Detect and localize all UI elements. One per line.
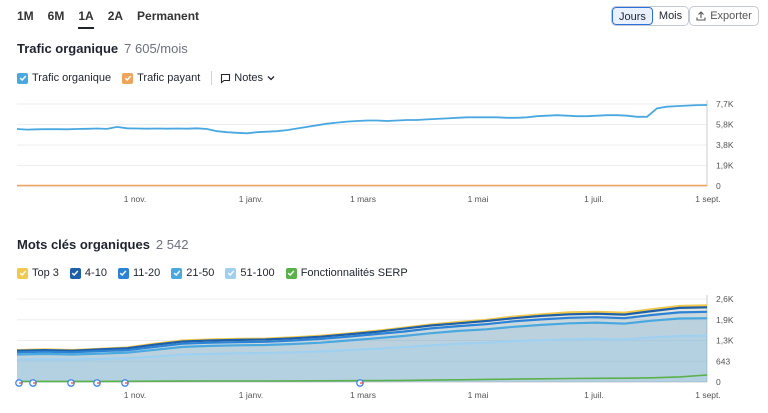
- checkbox-icon: [17, 267, 28, 279]
- area-2: [17, 311, 707, 382]
- x-tick-label: 1 nov.: [124, 390, 147, 400]
- google-icon[interactable]: [121, 379, 129, 387]
- x-tick-label: 1 nov.: [124, 194, 147, 204]
- legend-divider: [211, 71, 213, 85]
- legend-label: 4-10: [84, 267, 107, 279]
- x-tick-label: 1 mars: [350, 194, 376, 204]
- keywords-chart: 2,6K 1,9K 1,3K 643 0 1 nov. 1 janv. 1 mars 1 mai…: [15, 294, 734, 400]
- y-tick-label: 1,3K: [716, 336, 734, 346]
- legend-kw-4[interactable]: 51-100: [225, 267, 275, 279]
- checkbox-icon: [117, 267, 129, 279]
- traffic-legend: Trafic organique Trafic payant Notes: [17, 71, 279, 85]
- x-tick-label: 1 juil.: [584, 390, 604, 400]
- legend-paid-traffic[interactable]: Trafic payant: [122, 72, 200, 84]
- y-tick-label: 1,9K: [716, 161, 734, 171]
- legend-organic-traffic[interactable]: Trafic organique: [17, 72, 111, 84]
- x-tick-label: 1 mars: [350, 390, 376, 400]
- y-tick-label: 643: [716, 356, 730, 366]
- series-line-3: [16, 317, 708, 356]
- x-tick-label: 1 sept.: [695, 194, 721, 204]
- granularity-days-button[interactable]: Jours: [612, 7, 653, 25]
- notes-label: Notes: [234, 72, 264, 84]
- area-4: [17, 335, 707, 382]
- legend-kw-2[interactable]: 11-20: [117, 267, 161, 279]
- granularity-toggle: Jours Mois: [611, 6, 690, 26]
- notes-dropdown[interactable]: Notes: [220, 72, 279, 84]
- checkbox-icon: [69, 267, 81, 279]
- keywords-section-title: Mots clés organiques 2 542: [17, 237, 188, 252]
- series-line-1: [16, 306, 708, 352]
- x-tick-label: 1 juil.: [584, 194, 604, 204]
- legend-label: Trafic payant: [137, 72, 201, 84]
- legend-label: Top 3: [32, 267, 59, 279]
- x-tick-label: 1 janv.: [239, 390, 263, 400]
- y-tick-label: 7,7K: [716, 99, 734, 109]
- legend-label: 51-100: [240, 267, 275, 279]
- checkbox-icon: [122, 72, 134, 84]
- period-tab-2a[interactable]: 2A: [107, 9, 124, 23]
- x-tick-label: 1 sept.: [695, 390, 721, 400]
- export-label: Exporter: [710, 10, 752, 22]
- y-tick-label: 0: [716, 377, 721, 387]
- y-tick-label: 0: [716, 181, 721, 191]
- google-icon[interactable]: [29, 379, 37, 387]
- period-tab-1a[interactable]: 1A: [78, 9, 94, 29]
- keywords-legend: Top 3 4-10 11-20 21-50 51-100 Fonctionnalités…: [17, 267, 419, 279]
- traffic-title: Trafic organique: [17, 41, 119, 56]
- traffic-section-title: Trafic organique 7 605/mois: [17, 41, 188, 56]
- series-line-4: [16, 334, 708, 361]
- y-tick-label: 1,9K: [716, 315, 734, 325]
- y-tick-label: 5,8K: [716, 120, 734, 130]
- export-button[interactable]: Exporter: [689, 6, 759, 26]
- legend-kw-3[interactable]: 21-50: [171, 267, 214, 279]
- legend-label: 21-50: [186, 267, 215, 279]
- y-tick-label: 3,8K: [716, 140, 734, 150]
- legend-label: 11-20: [132, 267, 161, 279]
- granularity-months-button[interactable]: Mois: [652, 7, 689, 25]
- keywords-title: Mots clés organiques: [17, 237, 150, 252]
- traffic-count: 7 605/mois: [124, 41, 188, 56]
- checkbox-icon: [17, 72, 28, 84]
- legend-kw-0[interactable]: Top 3: [17, 267, 59, 279]
- checkbox-icon: [285, 267, 297, 279]
- series-line-organic: [16, 104, 708, 135]
- chevron-down-icon: [267, 76, 275, 81]
- legend-label: Fonctionnalités SERP: [300, 267, 408, 279]
- y-tick-label: 2,6K: [716, 294, 734, 304]
- x-tick-label: 1 mai: [468, 390, 489, 400]
- legend-kw-1[interactable]: 4-10: [69, 267, 107, 279]
- series-line-2: [16, 310, 708, 354]
- google-icon[interactable]: [356, 379, 364, 387]
- traffic-chart: 7,7K 5,8K 3,8K 1,9K 0 1 nov. 1 janv. 1 mars 1 ma…: [16, 99, 734, 204]
- keywords-count: 2 542: [155, 237, 189, 252]
- period-tab-permanent[interactable]: Permanent: [137, 9, 200, 23]
- google-icon[interactable]: [93, 379, 101, 387]
- x-tick-label: 1 mai: [468, 194, 489, 204]
- legend-label: Trafic organique: [32, 72, 112, 84]
- x-tick-label: 1 janv.: [239, 194, 263, 204]
- upload-icon: [696, 11, 706, 21]
- period-tab-6m[interactable]: 6M: [47, 9, 65, 23]
- comment-icon: [221, 73, 231, 84]
- checkbox-icon: [171, 267, 183, 279]
- checkbox-icon: [225, 267, 237, 279]
- google-icon[interactable]: [67, 379, 75, 387]
- google-icon[interactable]: [15, 379, 23, 387]
- legend-kw-5[interactable]: Fonctionnalités SERP: [285, 267, 408, 279]
- period-tabs: 1M 6M 1A 2A Permanent: [17, 9, 213, 29]
- period-tab-1m[interactable]: 1M: [17, 9, 34, 23]
